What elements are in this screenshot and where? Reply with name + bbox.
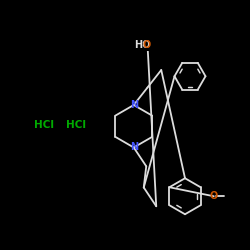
Text: N: N: [130, 100, 138, 110]
Text: N: N: [130, 142, 138, 152]
Text: O: O: [142, 40, 150, 50]
Text: HCl: HCl: [34, 120, 54, 130]
Text: O: O: [210, 191, 218, 201]
Text: HCl: HCl: [66, 120, 86, 130]
Text: HO: HO: [134, 40, 151, 50]
